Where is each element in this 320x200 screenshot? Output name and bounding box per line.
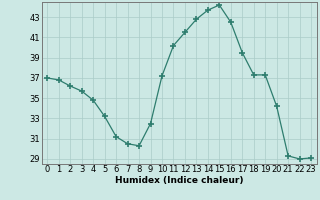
X-axis label: Humidex (Indice chaleur): Humidex (Indice chaleur) — [115, 176, 244, 185]
